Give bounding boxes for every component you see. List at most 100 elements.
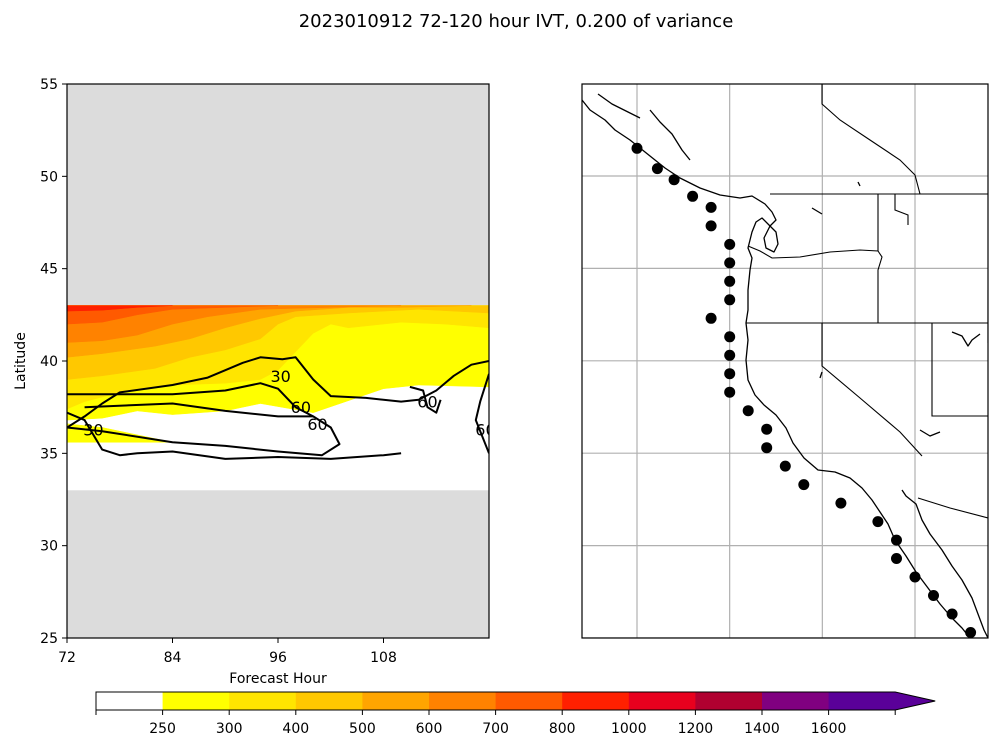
y-tick-label: 55	[40, 77, 58, 93]
x-axis-ticks: 72 84 96 108	[58, 638, 397, 666]
map-point-24	[909, 571, 921, 583]
ca-nv-border	[821, 323, 923, 457]
y-axis-ticks: 25 30 35 40 45 50 55	[40, 77, 67, 647]
map-point-11	[724, 331, 736, 343]
contour-label-30-1: 30	[83, 420, 103, 439]
puget-sound	[763, 225, 779, 253]
colorbar-tick-label: 800	[549, 721, 576, 737]
x-tick-label: 72	[58, 650, 76, 666]
colorbar-segment-1000	[628, 692, 696, 710]
map-point-26	[946, 608, 958, 620]
colorbar-tick-label: 1400	[744, 721, 780, 737]
y-tick-label: 40	[40, 354, 58, 370]
colorbar-tick-label: 1600	[811, 721, 847, 737]
gulf-of-california-east	[901, 489, 988, 638]
map-point-8	[724, 275, 736, 287]
colorbar-tick-label: 500	[349, 721, 376, 737]
map-point-9	[724, 294, 736, 306]
colorbar-segment-250	[162, 692, 230, 710]
map-point-10	[705, 312, 717, 324]
map-point-layer	[631, 142, 995, 656]
x-tick-label: 84	[164, 650, 182, 666]
colorbar-segment-300	[229, 692, 297, 710]
y-tick-label: 45	[40, 262, 58, 278]
colorbar: 250 300 400 500 600 700 800 1000 1200 1400 1600	[95, 691, 936, 737]
map-point-27	[965, 627, 977, 638]
map-coastline	[582, 93, 988, 638]
lake-segment-1	[811, 207, 823, 215]
colorbar-tick-label: 1200	[678, 721, 714, 737]
colorbar-extend-arrow	[895, 692, 936, 710]
map-point-12	[724, 349, 736, 361]
map-point-5	[705, 220, 717, 232]
contour-label-60-4: 60	[417, 393, 437, 412]
colorbar-tick-label: 700	[482, 721, 509, 737]
colorbar-segment-0	[96, 692, 164, 710]
x-axis-label: Forecast Hour	[229, 671, 327, 687]
map-point-17	[761, 442, 773, 454]
contour-line-60-4	[409, 385, 442, 414]
map-point-6	[724, 238, 736, 250]
map-point-2	[668, 174, 680, 186]
lake-segment-2	[857, 181, 861, 187]
colorbar-segment-700	[495, 692, 563, 710]
map-point-15	[742, 405, 754, 417]
colorbar-segment-1600	[828, 692, 896, 710]
colorbar-tick-label: 400	[282, 721, 309, 737]
fill-level-700	[67, 305, 279, 325]
colorbar-outline	[95, 691, 936, 711]
map-point-0	[631, 142, 643, 154]
nv-lake	[819, 371, 823, 379]
us-mexico-border	[917, 497, 988, 519]
y-axis-label: Latitude	[13, 332, 29, 390]
colorado-river	[919, 429, 941, 437]
map-point-25	[928, 590, 939, 601]
bc-coast-islands	[597, 93, 641, 119]
fill-level-600	[67, 305, 402, 343]
map-borders	[746, 84, 988, 519]
bc-alberta-border	[821, 84, 921, 195]
map-point-7	[724, 257, 736, 269]
contour-label-30-0: 30	[270, 367, 290, 386]
colorbar-tick-label: 300	[216, 721, 243, 737]
contour-line-30-0	[67, 356, 489, 429]
x-tick-label: 108	[370, 650, 397, 666]
map-point-16	[761, 423, 773, 435]
map-point-3	[687, 190, 699, 202]
map-point-21	[872, 516, 884, 528]
map-axes-frame	[581, 83, 989, 639]
map-point-28	[984, 645, 995, 656]
colorbar-segment-800	[562, 692, 630, 710]
map-point-1	[651, 163, 663, 175]
colorbar-segment-1200	[695, 692, 763, 710]
colorbar-segment-500	[362, 692, 430, 710]
colorbar-segment-600	[429, 692, 497, 710]
map-point-18	[779, 460, 791, 472]
colorbar-segment-400	[295, 692, 363, 710]
colorbar-tick-label: 250	[149, 721, 176, 737]
contour-label-60-2: 60	[307, 415, 327, 434]
contour-line-60-5	[474, 373, 489, 454]
contour-label-60-3: 60	[291, 398, 311, 417]
map-point-19	[798, 479, 810, 491]
nv-az-border	[931, 323, 988, 417]
map-point-20	[835, 497, 847, 509]
filled-contour-layer	[67, 305, 489, 491]
wa-or-border	[747, 245, 883, 323]
map-point-14	[724, 386, 736, 398]
y-tick-label: 25	[40, 631, 58, 647]
vancouver-island	[649, 109, 691, 161]
colorbar-tick-label: 1000	[611, 721, 647, 737]
colorbar-tick-label: 600	[416, 721, 443, 737]
map-point-4	[705, 201, 717, 213]
y-tick-label: 30	[40, 539, 58, 555]
contour-line-60-2	[67, 382, 341, 457]
contour-line-layer	[67, 356, 489, 460]
y-tick-label: 50	[40, 169, 58, 185]
map-panel	[581, 83, 995, 656]
west-coastline	[582, 99, 971, 638]
colorbar-segment-1400	[762, 692, 830, 710]
map-point-22	[891, 534, 902, 546]
